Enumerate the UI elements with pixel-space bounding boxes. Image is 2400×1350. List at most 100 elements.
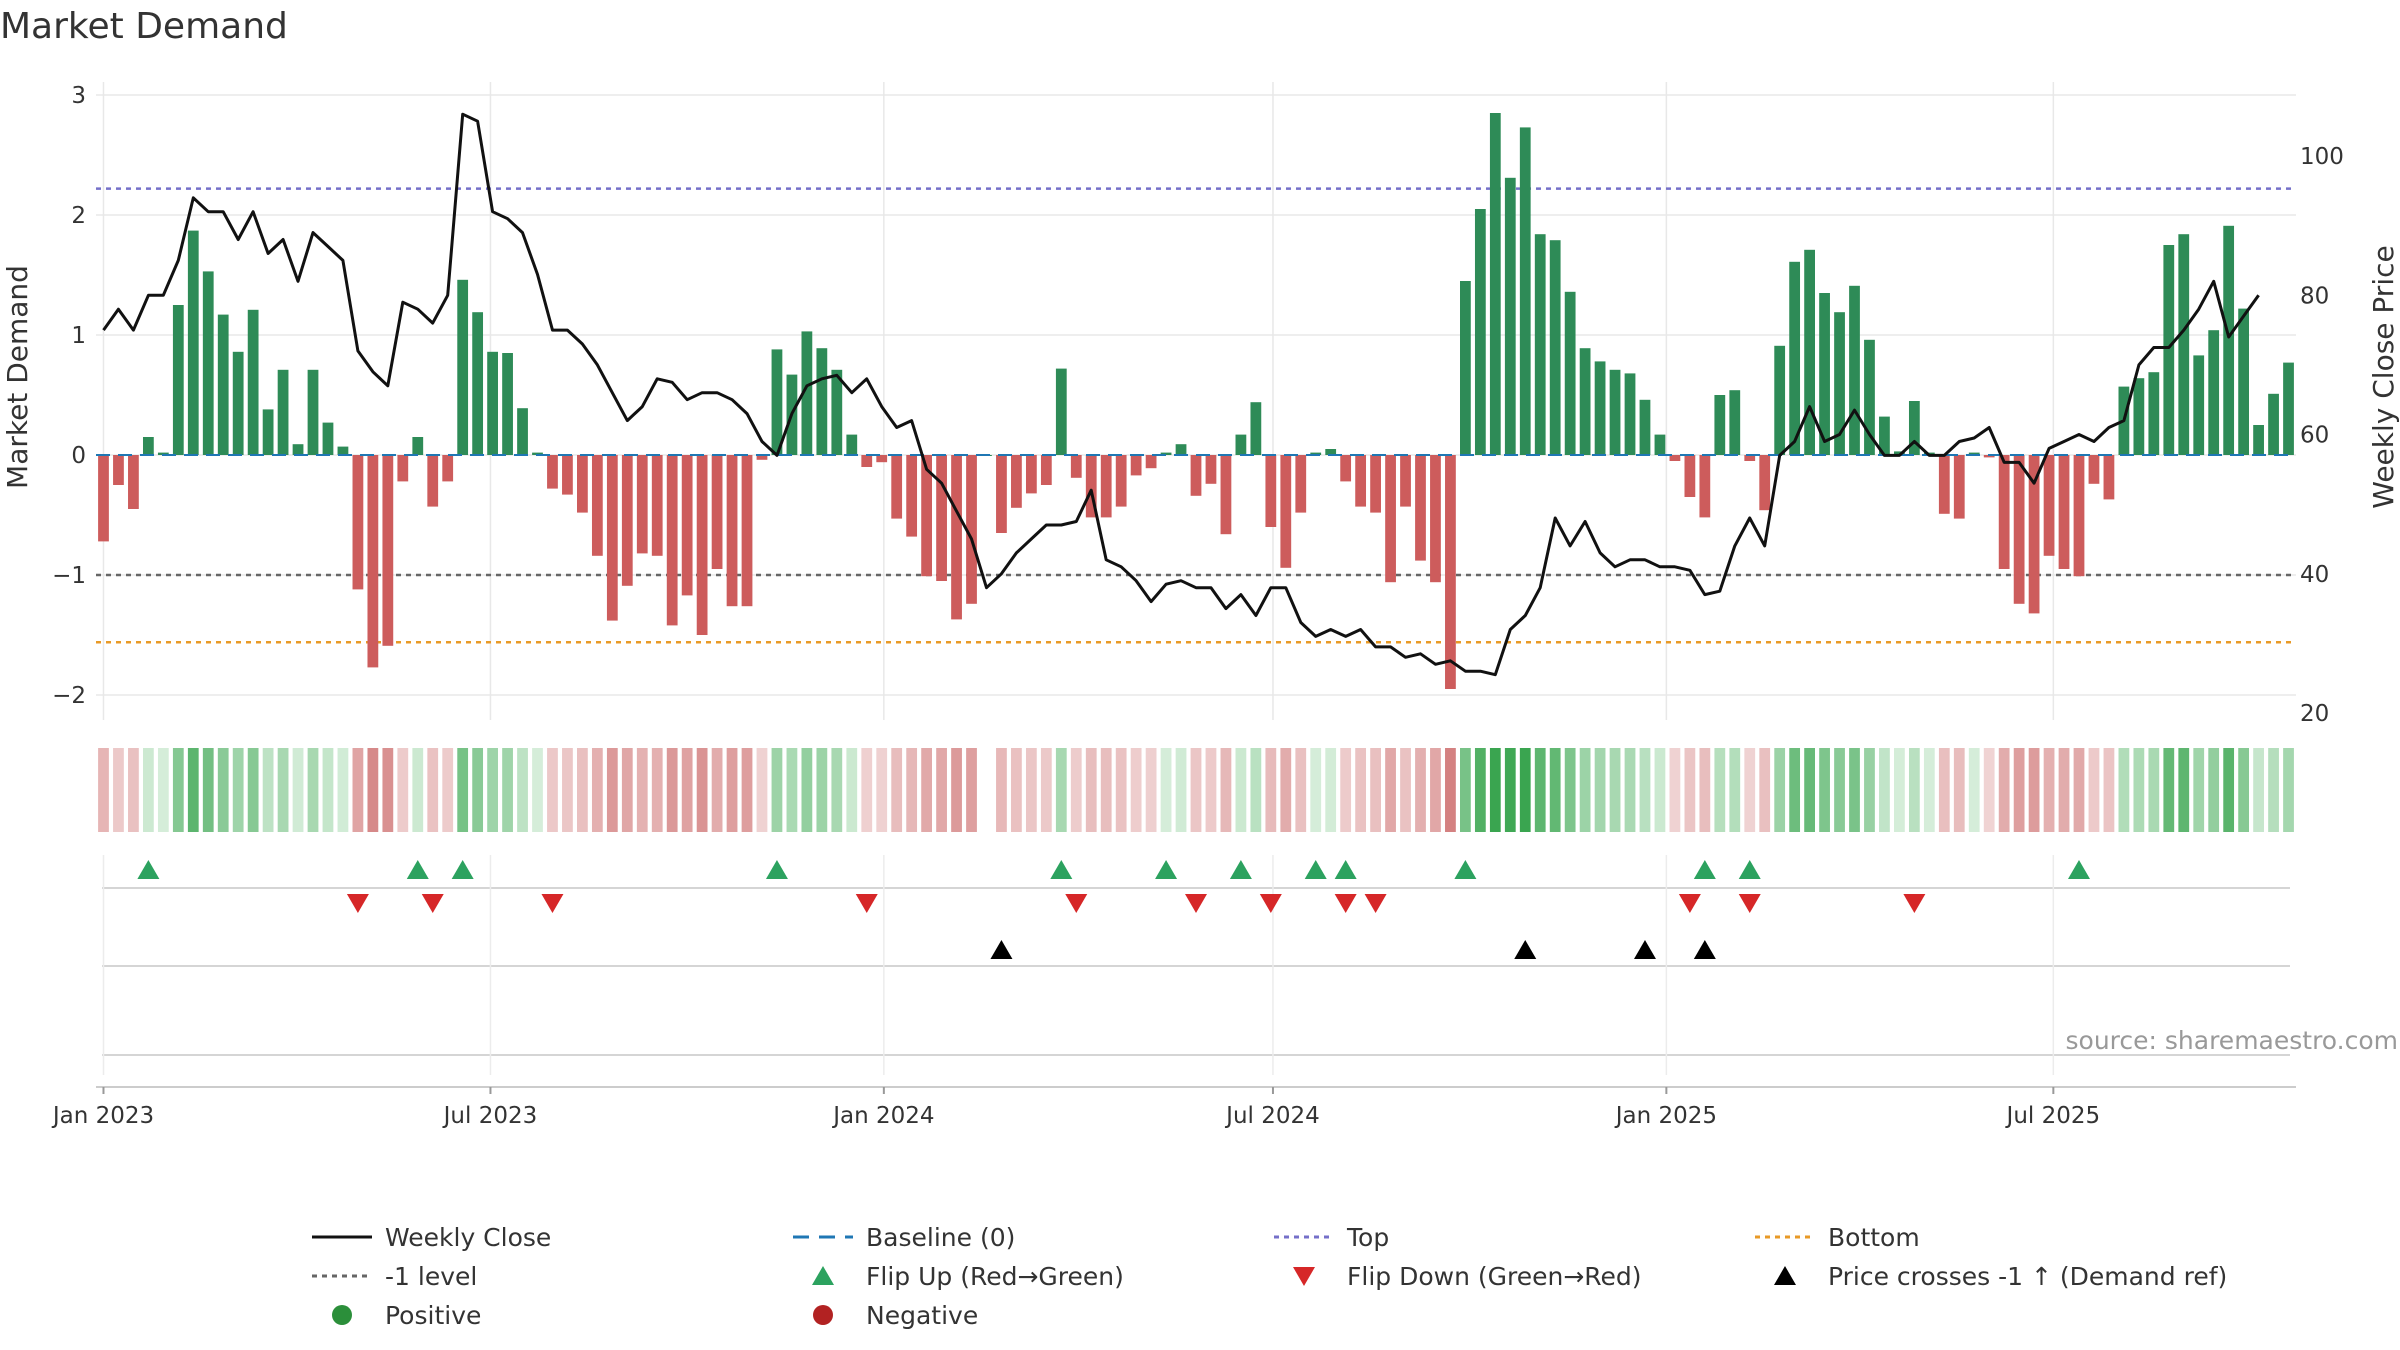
y2-tick-label: 80 <box>2300 283 2329 309</box>
legend-item: Positive <box>332 1301 481 1330</box>
strip-cell <box>1594 748 1606 832</box>
demand-bar <box>741 455 753 607</box>
strip-cell <box>1998 748 2010 832</box>
demand-bar <box>1085 455 1097 518</box>
demand-bar <box>906 455 918 537</box>
strip-cell <box>128 748 139 832</box>
flip-down-marker <box>855 894 878 913</box>
strip-cell <box>726 748 738 832</box>
demand-bar <box>113 455 124 485</box>
strip-cell <box>307 748 319 832</box>
strip-cell <box>2223 748 2235 832</box>
demand-bar <box>1040 455 1052 485</box>
weekly-close-line <box>102 112 2260 677</box>
strip-cell <box>1983 748 1995 832</box>
price-cross-marker <box>1633 940 1656 959</box>
demand-bar <box>1325 449 1337 455</box>
strip-cell <box>2193 748 2205 832</box>
demand-bar <box>1310 452 1322 455</box>
strip-cell <box>996 748 1007 832</box>
demand-bar <box>1564 291 1576 455</box>
flip-down-marker <box>541 894 564 913</box>
demand-bar <box>1250 402 1262 455</box>
demand-bar <box>1489 113 1501 455</box>
strip-cell <box>1370 748 1381 832</box>
demand-bar <box>2148 372 2160 455</box>
x-tick-label: Jan 2025 <box>1614 1103 1717 1129</box>
x-axis-ticks: Jan 2023 Jul 2023 Jan 2024 Jul 2024 Jan 2025… <box>51 1086 2296 1129</box>
demand-bars <box>96 113 2296 689</box>
demand-bar <box>936 455 947 581</box>
demand-bar <box>1175 444 1187 455</box>
demand-bar <box>1355 455 1367 507</box>
demand-bar <box>921 455 932 577</box>
legend-label: Price crosses -1 ↑ (Demand ref) <box>1828 1262 2227 1291</box>
flip-up-marker <box>765 860 788 879</box>
demand-bar <box>532 452 543 455</box>
strip-cell <box>2148 748 2160 832</box>
strip-cell <box>1160 748 1172 832</box>
strip-cell <box>532 748 543 832</box>
demand-bar <box>547 455 558 489</box>
strip-cell <box>1879 748 1890 832</box>
demand-bar <box>1669 455 1681 461</box>
demand-bar <box>187 230 199 455</box>
demand-bar <box>2178 234 2190 455</box>
strip-cell <box>2028 748 2040 832</box>
strip-cell <box>2208 748 2220 832</box>
demand-bar <box>1594 361 1606 455</box>
strip-cell <box>876 748 888 832</box>
demand-bar <box>232 351 244 455</box>
demand-bar <box>1953 455 1965 519</box>
strip-cell <box>2133 748 2145 832</box>
strip-cell <box>1070 748 1082 832</box>
strip-cell <box>1534 748 1546 832</box>
y-tick-label: 1 <box>71 323 86 349</box>
demand-bar <box>128 455 139 509</box>
demand-bar <box>1729 390 1741 455</box>
strip-cell <box>2253 748 2264 832</box>
flip-up-marker <box>1050 860 1073 879</box>
strip-cell <box>666 748 678 832</box>
strip-cell <box>1519 748 1531 832</box>
legend-item: -1 level <box>312 1262 477 1291</box>
legend-label: Flip Up (Red→Green) <box>866 1262 1124 1291</box>
strip-cell <box>696 748 708 832</box>
strip-cell <box>1220 748 1232 832</box>
legend-label: Bottom <box>1828 1223 1920 1252</box>
legend-item: Flip Down (Green→Red) <box>1293 1262 1642 1291</box>
strip-cell <box>951 748 962 832</box>
demand-bar <box>2223 225 2235 455</box>
strip-cell <box>1834 748 1845 832</box>
legend-item: Negative <box>813 1301 978 1330</box>
strip-cell <box>547 748 558 832</box>
demand-bar <box>2208 330 2220 455</box>
strip-cell <box>1639 748 1651 832</box>
demand-bar <box>202 271 214 455</box>
strip-cell <box>621 748 633 832</box>
demand-bar <box>382 455 394 646</box>
reference-levels <box>96 187 2296 644</box>
demand-bar <box>711 455 723 569</box>
demand-bar <box>861 455 873 467</box>
demand-bar <box>307 369 319 455</box>
demand-bar <box>1280 455 1292 568</box>
demand-bar <box>277 369 289 455</box>
demand-bar <box>1160 452 1172 455</box>
strip-cell <box>442 748 454 832</box>
strip-cell <box>741 748 753 832</box>
legend-label: Positive <box>385 1301 481 1330</box>
demand-bar <box>1879 416 1890 455</box>
flip-up-marker <box>451 860 474 879</box>
strip-cell <box>457 748 469 832</box>
legend-swatch <box>812 1266 834 1285</box>
strip-cell <box>2088 748 2100 832</box>
strip-cell <box>187 748 199 832</box>
strip-cell <box>921 748 932 832</box>
strip-cell <box>262 748 274 832</box>
legend-item: Flip Up (Red→Green) <box>812 1262 1124 1291</box>
strip-cell <box>217 748 229 832</box>
demand-bar <box>1235 434 1247 455</box>
demand-bar <box>217 314 229 455</box>
